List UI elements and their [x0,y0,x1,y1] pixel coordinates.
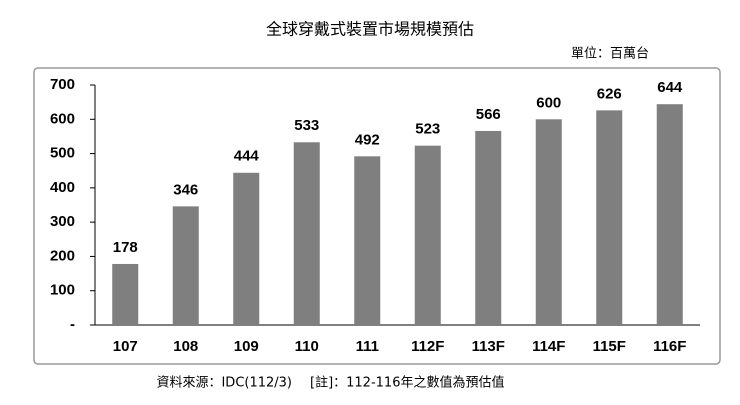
y-tick-label: 700 [50,76,75,93]
y-tick-label: 500 [50,145,75,162]
value-label: 492 [355,131,380,148]
value-label: 644 [657,79,683,96]
value-label: 626 [597,85,622,102]
source-text: 資料來源：IDC(112/3) [156,376,292,391]
value-label: 523 [415,121,440,138]
value-label: 444 [234,148,260,165]
chart-title: 全球穿戴式裝置市場規模預估 [266,20,474,39]
x-tick-label: 108 [173,338,198,355]
value-label: 600 [536,94,561,111]
bar [172,206,199,325]
x-tick-label: 113F [472,338,505,355]
bar [233,172,260,325]
bar [475,130,502,325]
note-text: [註]：112-116年之數值為預估值 [310,375,504,391]
y-tick-label: - [70,316,75,333]
bar [535,119,562,326]
x-tick-label: 107 [113,338,138,355]
bar [293,142,320,325]
x-tick-label: 110 [295,338,319,355]
value-label: 346 [173,181,198,198]
x-tick-label: 109 [234,338,259,355]
x-tick-label: 115F [593,338,626,355]
y-tick-label: 100 [50,282,75,299]
chart-frame [33,67,721,365]
unit-label: 單位：百萬台 [571,47,649,62]
y-tick-label: 400 [50,179,75,196]
value-label: 566 [476,106,501,123]
value-label: 533 [294,117,319,134]
x-tick-label: 114F [532,338,565,355]
value-label: 178 [113,239,138,256]
y-tick-label: 200 [50,247,75,264]
bar [656,104,683,325]
bar [354,156,381,325]
bar [414,145,441,325]
y-tick-label: 300 [50,213,75,230]
bar [112,263,139,325]
bar [596,110,623,325]
x-tick-label: 112F [411,338,444,355]
x-tick-label: 111 [356,338,379,355]
x-tick-label: 116F [653,338,686,355]
y-tick-label: 600 [50,110,75,127]
